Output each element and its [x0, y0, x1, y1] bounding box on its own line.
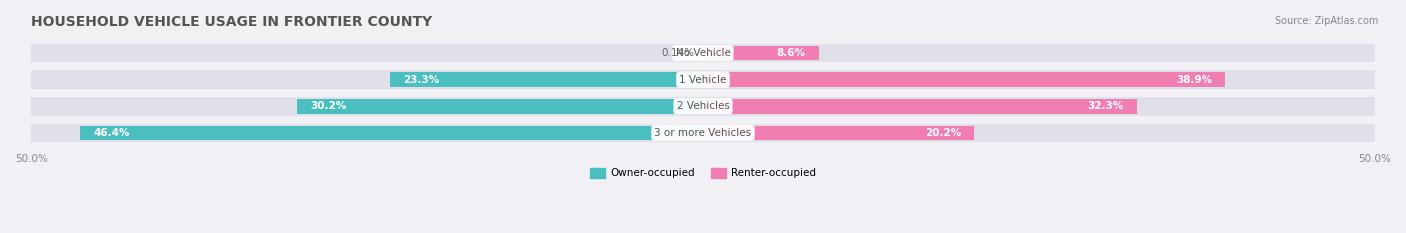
Text: 23.3%: 23.3%	[404, 75, 440, 85]
Text: 0.14%: 0.14%	[661, 48, 695, 58]
Text: 8.6%: 8.6%	[776, 48, 806, 58]
Text: Source: ZipAtlas.com: Source: ZipAtlas.com	[1274, 16, 1378, 26]
Bar	[80, 126, 703, 140]
Bar	[298, 99, 703, 113]
Text: 46.4%: 46.4%	[93, 128, 129, 138]
Bar	[31, 44, 1375, 62]
Bar	[31, 97, 1375, 116]
Text: 3 or more Vehicles: 3 or more Vehicles	[654, 128, 752, 138]
Text: 20.2%: 20.2%	[925, 128, 960, 138]
Bar	[389, 72, 703, 87]
Text: No Vehicle: No Vehicle	[675, 48, 731, 58]
Bar	[703, 72, 1226, 87]
Bar	[703, 46, 818, 60]
Bar	[31, 123, 1375, 142]
Text: 32.3%: 32.3%	[1087, 101, 1123, 111]
Text: HOUSEHOLD VEHICLE USAGE IN FRONTIER COUNTY: HOUSEHOLD VEHICLE USAGE IN FRONTIER COUN…	[31, 15, 433, 29]
Bar	[31, 70, 1375, 89]
Bar	[703, 126, 974, 140]
Bar	[702, 46, 703, 60]
Text: 1 Vehicle: 1 Vehicle	[679, 75, 727, 85]
Text: 2 Vehicles: 2 Vehicles	[676, 101, 730, 111]
Text: 38.9%: 38.9%	[1175, 75, 1212, 85]
Text: 30.2%: 30.2%	[311, 101, 347, 111]
Bar	[703, 99, 1137, 113]
Legend: Owner-occupied, Renter-occupied: Owner-occupied, Renter-occupied	[585, 164, 821, 183]
